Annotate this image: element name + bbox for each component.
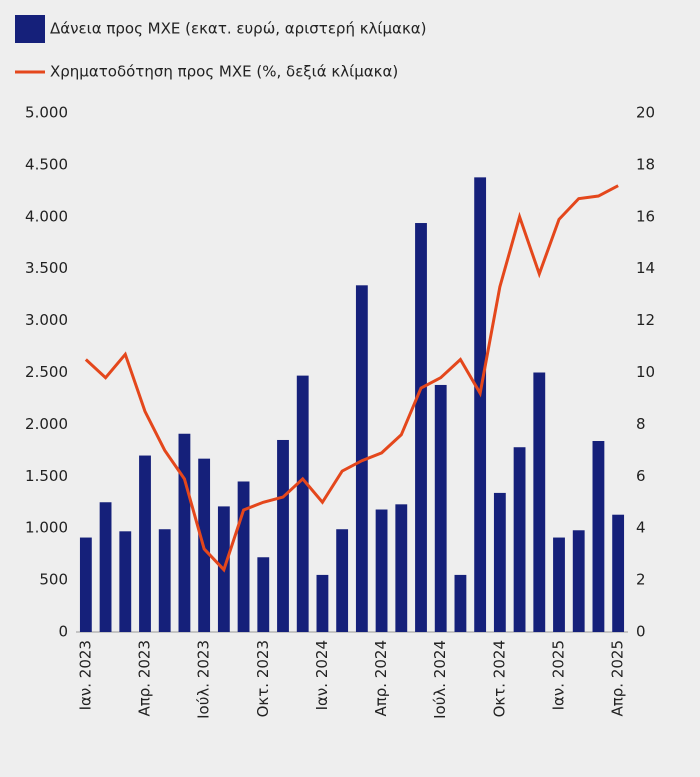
bar bbox=[296, 375, 309, 632]
y-tick-label: 3.000 bbox=[25, 311, 68, 329]
bar bbox=[395, 504, 408, 632]
x-tick-label: Απρ. 2024 bbox=[372, 640, 390, 717]
y2-tick-label: 10 bbox=[636, 363, 655, 381]
y-tick-label: 1.500 bbox=[25, 467, 68, 485]
bar bbox=[375, 509, 388, 632]
y2-tick-label: 14 bbox=[636, 259, 655, 277]
x-tick-label: Ιαν. 2024 bbox=[313, 640, 331, 710]
y-tick-label: 2.500 bbox=[25, 363, 68, 381]
bar bbox=[434, 384, 447, 632]
bar bbox=[493, 492, 506, 632]
bar bbox=[612, 514, 625, 632]
y2-tick-label: 16 bbox=[636, 207, 655, 225]
legend-label: Δάνεια προς ΜΧΕ (εκατ. ευρώ, αριστερή κλ… bbox=[50, 20, 427, 38]
y-tick-label: 3.500 bbox=[25, 259, 68, 277]
bar bbox=[474, 177, 487, 632]
bar bbox=[119, 531, 132, 632]
y2-tick-label: 6 bbox=[636, 467, 646, 485]
bar bbox=[355, 285, 368, 632]
bar bbox=[178, 433, 191, 632]
bar bbox=[513, 447, 526, 632]
bar bbox=[553, 537, 565, 632]
x-tick-label: Οκτ. 2023 bbox=[254, 640, 272, 717]
x-tick-label: Ιαν. 2023 bbox=[76, 640, 94, 710]
bar bbox=[454, 574, 467, 632]
bar bbox=[257, 557, 270, 632]
bar bbox=[99, 502, 112, 632]
x-tick-label: Ιαν. 2025 bbox=[550, 640, 568, 710]
x-tick-label: Απρ. 2025 bbox=[609, 640, 627, 717]
bar bbox=[533, 372, 546, 632]
y-tick-label: 5.000 bbox=[25, 104, 68, 122]
y2-tick-label: 12 bbox=[636, 311, 655, 329]
bar bbox=[336, 529, 349, 632]
x-tick-label: Ιούλ. 2024 bbox=[431, 640, 449, 719]
y2-tick-label: 0 bbox=[636, 623, 646, 641]
line bbox=[84, 184, 619, 573]
bar bbox=[79, 537, 92, 632]
y2-tick-label: 8 bbox=[636, 415, 646, 433]
bar bbox=[316, 574, 329, 632]
bar bbox=[415, 223, 427, 632]
y2-tick-label: 2 bbox=[636, 571, 646, 589]
y-tick-label: 4.500 bbox=[25, 155, 68, 173]
y2-tick-label: 20 bbox=[636, 104, 655, 122]
y2-tick-label: 18 bbox=[636, 155, 655, 173]
x-tick-label: Ιούλ. 2023 bbox=[195, 640, 213, 719]
bar bbox=[158, 529, 171, 632]
legend-label: Χρηματοδότηση προς ΜΧΕ (%, δεξιά κλίμακα… bbox=[50, 63, 398, 81]
bar bbox=[572, 530, 585, 632]
y-tick-label: 1.000 bbox=[25, 519, 68, 537]
y-tick-label: 4.000 bbox=[25, 207, 68, 225]
bar bbox=[139, 455, 151, 632]
legend-swatch bbox=[15, 15, 45, 43]
y-tick-label: 0 bbox=[58, 623, 68, 641]
y2-tick-label: 4 bbox=[636, 519, 646, 537]
x-tick-label: Απρ. 2023 bbox=[136, 640, 154, 717]
bar bbox=[592, 441, 605, 632]
bar bbox=[277, 439, 289, 632]
x-tick-label: Οκτ. 2024 bbox=[490, 640, 508, 717]
y-tick-label: 2.000 bbox=[25, 415, 68, 433]
y-tick-label: 500 bbox=[39, 571, 68, 589]
bar bbox=[237, 481, 250, 632]
